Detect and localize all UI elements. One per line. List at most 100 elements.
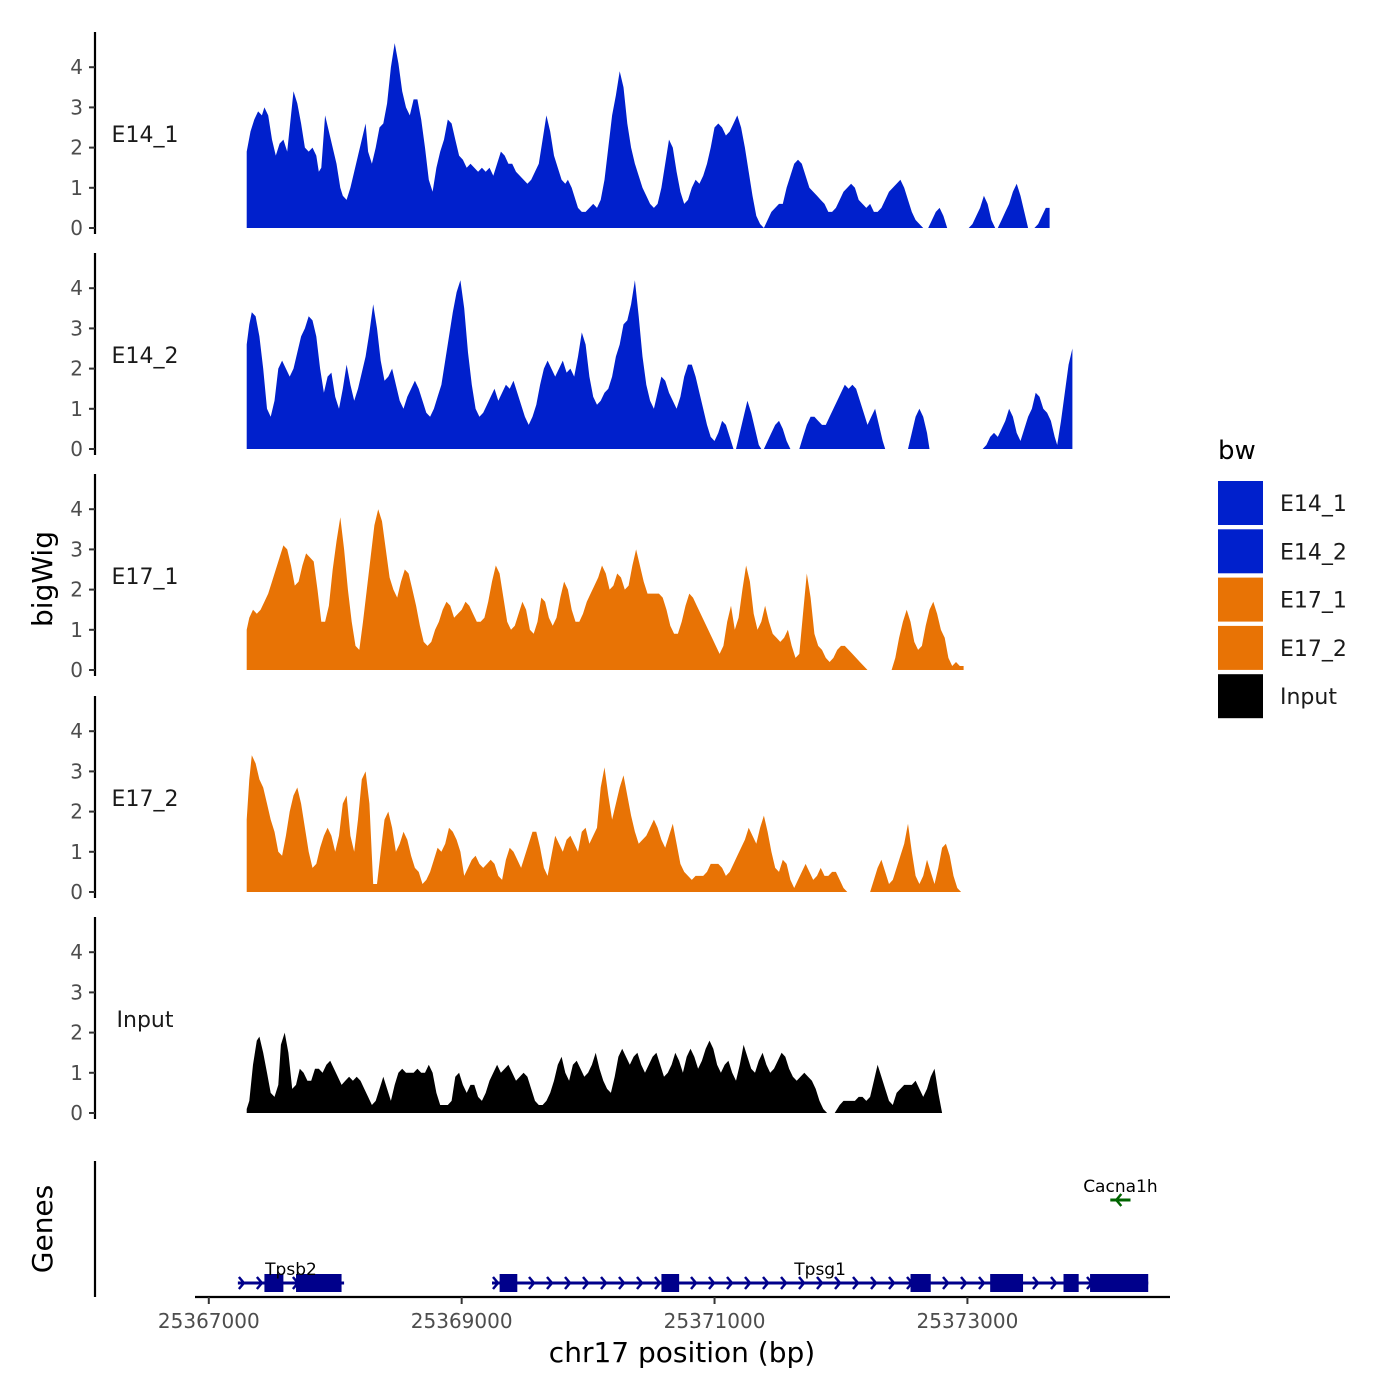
- y-tick-label: 2: [70, 357, 83, 381]
- exon: [499, 1274, 518, 1292]
- track-label: E14_1: [112, 123, 179, 148]
- strand-arrow: [1032, 1276, 1040, 1290]
- coverage-area-E14_2: [982, 348, 1073, 449]
- y-axis-title: bigWig: [26, 531, 59, 627]
- strand-arrow: [780, 1276, 788, 1290]
- track-label: E14_2: [112, 344, 179, 369]
- strand-arrow: [1114, 1193, 1123, 1207]
- y-tick-label: 4: [70, 719, 83, 743]
- y-tick-label: 2: [70, 800, 83, 824]
- coverage-area-Input: [834, 1064, 943, 1113]
- exon: [990, 1274, 1024, 1292]
- gene-Tpsb2: Tpsb2: [237, 1260, 345, 1292]
- legend-label: Input: [1280, 685, 1337, 710]
- strand-arrow: [492, 1276, 500, 1290]
- x-tick-label: 25369000: [411, 1309, 513, 1333]
- legend-item: E17_2: [1218, 625, 1347, 670]
- strand-arrow: [888, 1276, 896, 1290]
- strand-arrow: [618, 1276, 626, 1290]
- coverage-area-E14_2: [908, 408, 930, 449]
- gene-track: Tpsb2 Tpsg1 Cacna1h: [93, 1161, 1158, 1297]
- legend-swatch: [1218, 577, 1263, 622]
- y-tick-label: 4: [70, 276, 83, 300]
- gene-label: Cacna1h: [1083, 1177, 1157, 1197]
- track-E14_1: 0 1 2 3 4 E14_1: [70, 32, 1050, 240]
- legend-swatch: [1218, 481, 1263, 525]
- y-tick-label: 4: [70, 55, 83, 79]
- coverage-area-E14_2: [246, 280, 734, 449]
- y-tick-label: 0: [70, 880, 83, 904]
- strand-arrow: [654, 1276, 662, 1290]
- coverage-area-E14_2: [763, 420, 791, 449]
- gene-label: Tpsb2: [264, 1260, 317, 1280]
- strand-arrow: [1050, 1276, 1058, 1290]
- track-E14_2: 0 1 2 3 4 E14_2: [70, 253, 1073, 461]
- track-E17_1: 0 1 2 3 4 E17_1: [70, 474, 964, 682]
- strand-arrow: [708, 1276, 716, 1290]
- y-tick-label: 3: [70, 980, 83, 1004]
- y-tick-label: 3: [70, 759, 83, 783]
- strand-arrow: [870, 1276, 878, 1290]
- y-tick-label: 2: [70, 136, 83, 160]
- legend-label: E14_1: [1280, 492, 1347, 517]
- strand-arrow: [834, 1276, 842, 1290]
- coverage-area-E17_2: [246, 755, 848, 892]
- strand-arrow: [255, 1276, 264, 1290]
- gene-Tpsg1: Tpsg1: [492, 1260, 1149, 1292]
- strand-arrow: [237, 1276, 246, 1290]
- strand-arrow: [690, 1276, 698, 1290]
- strand-arrow: [816, 1276, 824, 1290]
- gene-label: Tpsg1: [793, 1260, 846, 1280]
- coverage-area-E14_1: [246, 43, 924, 228]
- x-axis-title: chr17 position (bp): [549, 1336, 815, 1369]
- y-tick-label: 0: [70, 216, 83, 240]
- y-tick-label: 2: [70, 1021, 83, 1045]
- track-E17_2: 0 1 2 3 4 E17_2: [70, 696, 962, 904]
- exon: [264, 1274, 284, 1292]
- coverage-area-Input: [246, 1032, 828, 1113]
- strand-arrow: [528, 1276, 536, 1290]
- strand-arrow: [762, 1276, 770, 1290]
- track-label: Input: [117, 1008, 174, 1033]
- legend-item: Input: [1218, 674, 1337, 719]
- coverage-area-E14_1: [1034, 207, 1050, 228]
- strand-arrow: [960, 1276, 968, 1290]
- coverage-area-E17_2: [870, 823, 962, 892]
- legend-item: E14_2: [1218, 529, 1347, 574]
- strand-arrow: [978, 1276, 986, 1290]
- coverage-area-E14_2: [736, 400, 762, 449]
- coverage-area-E14_1: [928, 207, 948, 228]
- strand-arrow: [726, 1276, 734, 1290]
- exon: [661, 1274, 680, 1292]
- legend-title: bw: [1218, 436, 1256, 466]
- strand-arrow: [600, 1276, 608, 1290]
- legend-item: E14_1: [1218, 481, 1347, 525]
- y-tick-label: 1: [70, 840, 83, 864]
- legend-swatch: [1218, 625, 1263, 670]
- x-tick-label: 25371000: [664, 1309, 766, 1333]
- legend-label: E14_2: [1280, 540, 1347, 565]
- strand-arrow: [564, 1276, 572, 1290]
- strand-arrow: [636, 1276, 644, 1290]
- x-tick-label: 25373000: [917, 1309, 1019, 1333]
- y-tick-label: 0: [70, 1101, 83, 1125]
- y-tick-label: 1: [70, 618, 83, 642]
- y-tick-label: 4: [70, 940, 83, 964]
- legend-swatch: [1218, 674, 1263, 719]
- exon: [1063, 1274, 1079, 1292]
- y-tick-label: 1: [70, 1061, 83, 1085]
- coverage-tracks: 0 1 2 3 4 E14_1 0 1 2 3 4 E14_2 0 1 2 3 4 E17_1 0 1 2 3 4 E17_2…: [70, 32, 1073, 1125]
- y-tick-label: 3: [70, 316, 83, 340]
- exon: [1090, 1274, 1149, 1292]
- y-tick-label: 0: [70, 437, 83, 461]
- track-label: E17_1: [112, 565, 179, 590]
- gene-Cacna1h: Cacna1h: [1083, 1177, 1158, 1207]
- y-tick-label: 2: [70, 578, 83, 602]
- y-tick-label: 1: [70, 397, 83, 421]
- y-tick-label: 1: [70, 176, 83, 200]
- exon: [296, 1274, 342, 1292]
- y-tick-label: 3: [70, 95, 83, 119]
- track-Input: 0 1 2 3 4 Input: [70, 917, 943, 1125]
- coverage-area-E14_1: [968, 195, 996, 228]
